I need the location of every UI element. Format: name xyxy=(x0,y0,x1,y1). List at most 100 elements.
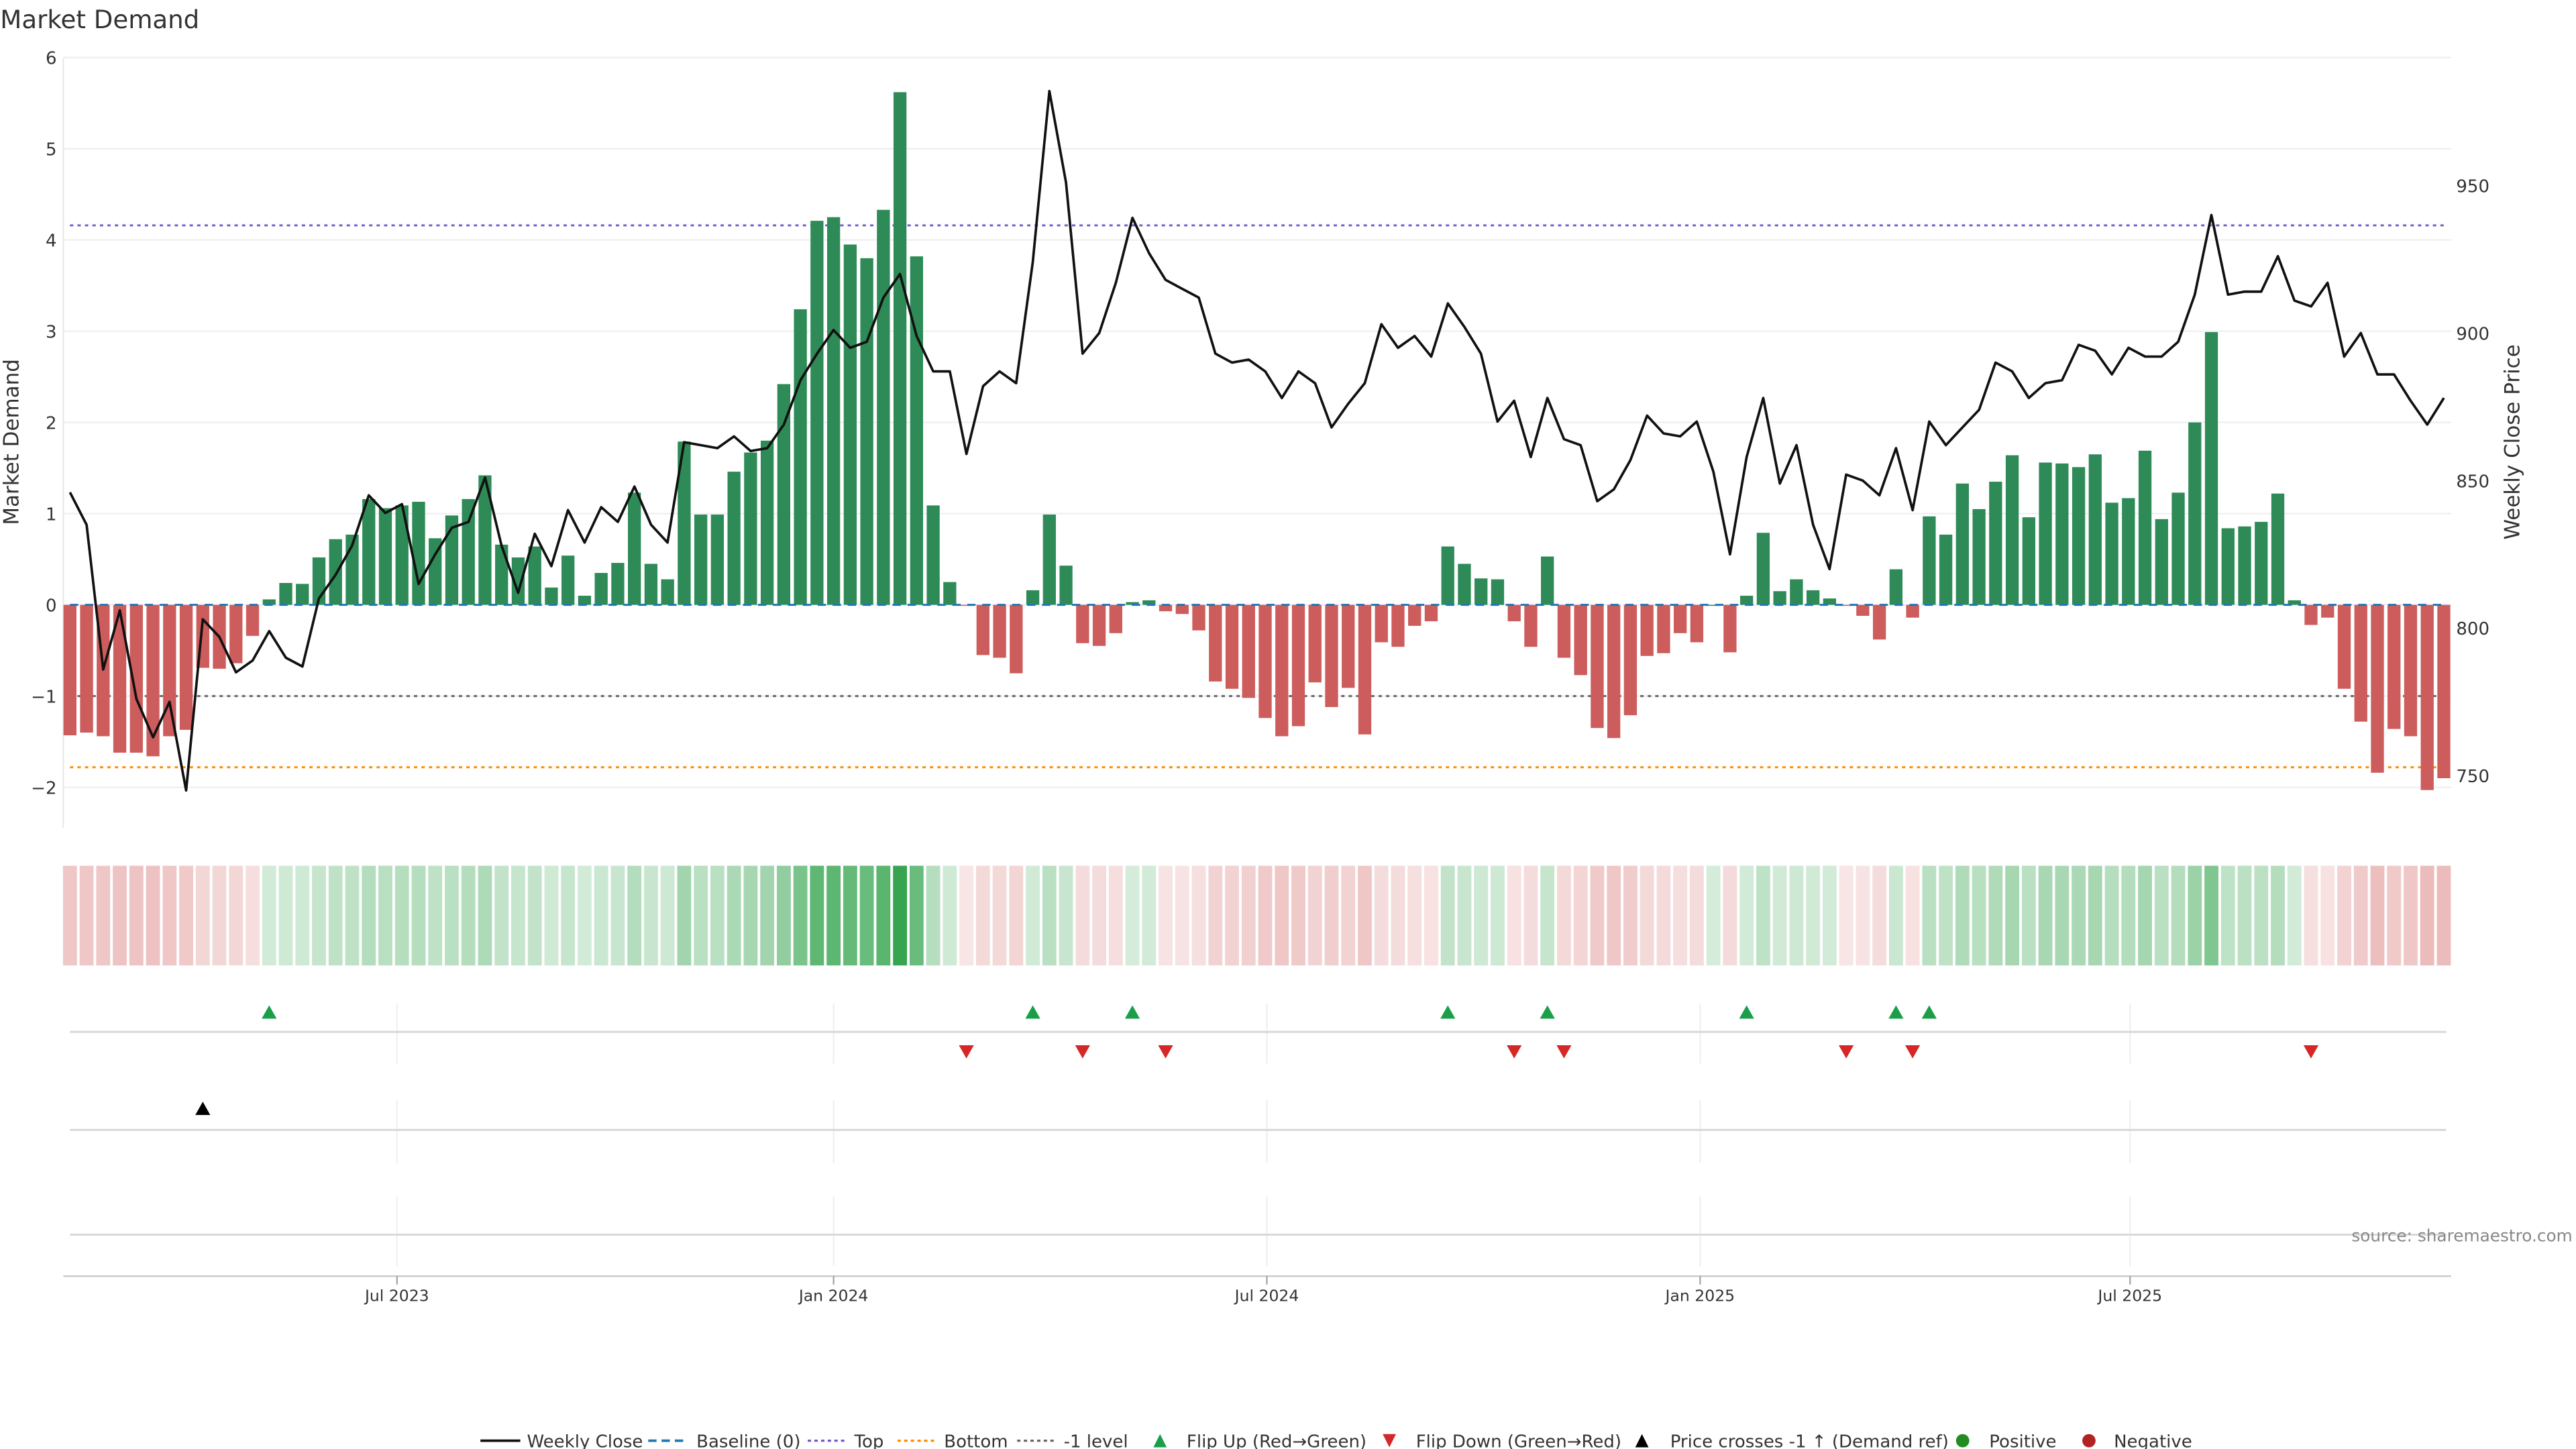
heatmap-cell xyxy=(1822,865,1837,966)
heatmap-cell xyxy=(1839,865,1854,966)
demand-bar xyxy=(1059,566,1073,605)
demand-bar xyxy=(1756,533,1770,605)
heatmap-cell xyxy=(826,865,841,966)
demand-bar xyxy=(843,244,857,605)
demand-bar xyxy=(262,599,276,605)
demand-bar xyxy=(694,515,708,605)
demand-bar xyxy=(2420,604,2434,790)
demand-bar xyxy=(1142,600,1156,605)
heatmap-cell xyxy=(295,865,310,966)
legend-label-flip-down: Flip Down (Green→Red) xyxy=(1416,1432,1621,1449)
flip-up-marker xyxy=(1739,1005,1754,1019)
heatmap-cell xyxy=(2138,865,2152,966)
demand-bar xyxy=(1607,604,1621,739)
heatmap-cell xyxy=(843,865,857,966)
y-axis-right: 950 900 850 800 750 xyxy=(2456,176,2489,787)
heatmap-cell xyxy=(262,865,276,966)
flip-down-marker xyxy=(1838,1045,1854,1059)
flip-down-marker xyxy=(1158,1045,1173,1059)
heatmap-cell xyxy=(1607,865,1621,966)
demand-bar xyxy=(1989,482,2002,605)
heatmap-cell xyxy=(461,865,476,966)
demand-bar xyxy=(2255,521,2268,605)
legend-flip-down-icon xyxy=(1383,1434,1397,1448)
heatmap-cell xyxy=(2271,865,2285,966)
heatmap-cell xyxy=(876,865,891,966)
demand-bar xyxy=(1358,604,1372,735)
demand-bar xyxy=(2072,467,2086,605)
demand-bar xyxy=(1126,602,1139,605)
demand-bar xyxy=(129,604,143,753)
y2-tick-label: 950 xyxy=(2456,176,2489,197)
y-tick-label: 6 xyxy=(46,49,57,69)
legend-label-minus-one: -1 level xyxy=(1064,1432,1128,1449)
heatmap-cell xyxy=(445,865,459,966)
heatmap-cell xyxy=(1042,865,1057,966)
demand-bar xyxy=(1707,604,1720,606)
y-tick-label: 4 xyxy=(46,231,57,252)
heatmap-cell xyxy=(1706,865,1721,966)
heatmap-cell xyxy=(195,865,210,966)
demand-bar xyxy=(478,475,492,605)
y-axis-left: 6 5 4 3 2 1 0 −2 −1 xyxy=(31,49,56,799)
heatmap-cell xyxy=(1142,865,1157,966)
heatmap-cell xyxy=(694,865,708,966)
demand-bar xyxy=(495,544,508,605)
heatmap-cell xyxy=(2005,865,2019,966)
heatmap-cell xyxy=(561,865,576,966)
demand-bar xyxy=(412,501,425,605)
heatmap-cell xyxy=(1905,865,1920,966)
heatmap-cell xyxy=(113,865,127,966)
heatmap-cell xyxy=(544,865,559,966)
x-tick-label: Jul 2025 xyxy=(2096,1287,2162,1305)
heatmap-cell xyxy=(943,865,957,966)
heatmap-cell xyxy=(610,865,625,966)
flip-up-marker xyxy=(1540,1005,1555,1019)
x-tick-label: Jul 2024 xyxy=(1234,1287,1299,1305)
heatmap-cell xyxy=(1972,865,1986,966)
heatmap-cell xyxy=(1358,865,1372,966)
demand-bar xyxy=(545,587,558,605)
demand-bar xyxy=(2171,492,2185,605)
demand-bar xyxy=(1856,604,1870,616)
demand-bar xyxy=(628,492,641,605)
heatmap-cell xyxy=(1474,865,1489,966)
demand-bar xyxy=(1657,604,1670,653)
demand-bar xyxy=(661,579,674,605)
heatmap-cell xyxy=(1756,865,1770,966)
flip-down-marker xyxy=(1904,1045,1921,1059)
heatmap-cell xyxy=(1772,865,1787,966)
heatmap-cell xyxy=(2104,865,2119,966)
demand-bar xyxy=(1258,604,1272,718)
heatmap-cell xyxy=(992,865,1007,966)
demand-bar xyxy=(926,505,940,605)
demand-bar xyxy=(229,604,243,663)
demand-bar xyxy=(1806,590,1820,605)
demand-bar xyxy=(1159,604,1173,612)
demand-bar xyxy=(1574,604,1587,676)
heatmap-cell xyxy=(1307,865,1322,966)
demand-bar xyxy=(860,258,873,605)
heatmap-cell xyxy=(2337,865,2351,966)
demand-bar xyxy=(528,546,541,605)
heatmap-cell xyxy=(129,865,144,966)
x-tick-label: Jan 2025 xyxy=(1664,1287,1735,1305)
heatmap-cell xyxy=(494,865,509,966)
demand-bar xyxy=(1042,515,1056,605)
heatmap-cell xyxy=(793,865,808,966)
heatmap-cell xyxy=(1888,865,1903,966)
heatmap-cell xyxy=(1075,865,1090,966)
heatmap-cell xyxy=(1640,865,1654,966)
heatmap-cell xyxy=(212,865,227,966)
demand-bar xyxy=(1872,604,1886,640)
demand-bar xyxy=(2221,528,2235,605)
legend-label-bottom: Bottom xyxy=(944,1432,1008,1449)
demand-bar xyxy=(760,440,774,605)
demand-bar xyxy=(1026,590,1040,605)
y2-tick-label: 850 xyxy=(2456,472,2489,492)
flip-down-marker xyxy=(1507,1045,1522,1059)
demand-bar xyxy=(644,564,658,605)
demand-bar xyxy=(362,498,376,605)
demand-bar xyxy=(1291,604,1305,727)
demand-bar xyxy=(1541,556,1554,605)
